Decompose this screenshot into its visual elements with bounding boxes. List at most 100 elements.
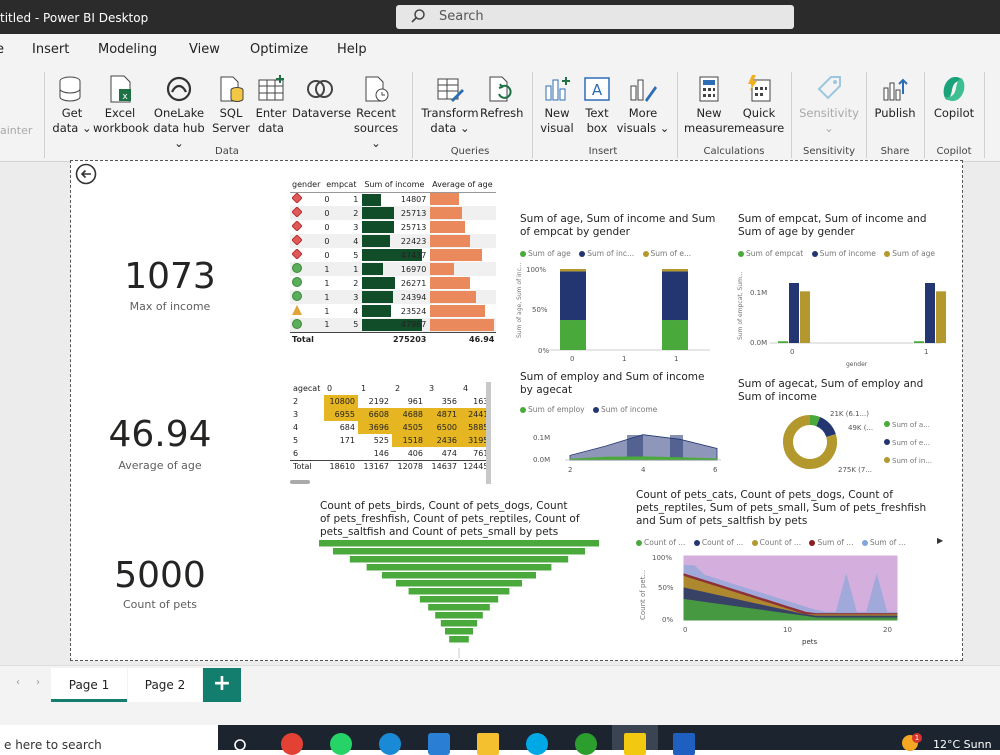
- tabs-prev-icon[interactable]: ‹: [16, 677, 20, 688]
- card-count-pets-label: Count of pets: [122, 598, 198, 611]
- text-box-button[interactable]: A Text box: [578, 66, 616, 136]
- copilot-button[interactable]: Copilot: [929, 66, 979, 121]
- gender-empcat-table[interactable]: gender empcat Sum of income Average of a…: [290, 178, 497, 346]
- new-measure-button[interactable]: New measure: [684, 66, 734, 136]
- matrix-row[interactable]: 6 146 406 474 761: [290, 447, 491, 460]
- group-label-data: Data: [215, 146, 239, 157]
- refresh-button[interactable]: Refresh: [480, 66, 523, 121]
- chart4-label-employ: 49K (...: [848, 424, 873, 432]
- menu-modeling[interactable]: Modeling: [98, 42, 158, 57]
- col-agecat[interactable]: agecat: [293, 384, 321, 393]
- transform-data-button[interactable]: Transform data ⌄: [418, 66, 482, 136]
- edge-icon[interactable]: [379, 733, 401, 755]
- col-3[interactable]: 3: [429, 384, 435, 393]
- chart4-svg[interactable]: 21K (6.1...) 49K (... 275K (7... Sum of …: [760, 402, 960, 482]
- col-4[interactable]: 4: [463, 384, 469, 393]
- taskbar-search-icon[interactable]: [232, 737, 248, 753]
- format-painter-label[interactable]: ainter: [0, 124, 33, 137]
- table-row[interactable]: 0 1 14807: [290, 192, 496, 206]
- chart3-xtick-2: 2: [568, 466, 572, 474]
- table-row[interactable]: 1 1 16970: [290, 262, 497, 276]
- col-empcat[interactable]: empcat: [326, 180, 357, 190]
- chart5-bar-4: [382, 572, 536, 579]
- quickbooks-icon[interactable]: [575, 733, 597, 755]
- menu-help[interactable]: Help: [337, 42, 367, 57]
- table-row[interactable]: 0 5 47437: [290, 248, 496, 262]
- vscode-icon[interactable]: [428, 733, 450, 755]
- table-row[interactable]: 0 2 25713: [290, 206, 497, 220]
- col-sum-income[interactable]: Sum of income: [364, 180, 425, 190]
- matrix-cell: 2441: [460, 408, 492, 421]
- quick-measure-button[interactable]: Quick measure: [734, 66, 784, 136]
- enter-data-button[interactable]: Enter data: [252, 66, 290, 136]
- back-arrow-icon[interactable]: [75, 163, 97, 185]
- matrix-row[interactable]: 4 684 3696 4505 6500 5885: [290, 421, 492, 434]
- table-row[interactable]: 0 4 22423: [290, 234, 497, 248]
- table-row[interactable]: 1 3 24394: [290, 290, 497, 304]
- card-max-income-label: Max of income: [129, 300, 211, 313]
- publish-button[interactable]: Publish: [872, 66, 918, 121]
- file-explorer-icon[interactable]: [477, 733, 499, 755]
- sql-server-button[interactable]: SQL Server: [212, 66, 250, 136]
- skype-icon[interactable]: [526, 733, 548, 755]
- onelake-data-hub-button[interactable]: OneLake data hub ⌄: [149, 66, 209, 151]
- tabs-next-icon[interactable]: ›: [36, 677, 40, 688]
- menu-view[interactable]: View: [189, 42, 220, 57]
- matrix-row[interactable]: 2 10800 2192 961 356 163: [290, 395, 491, 408]
- col-gender[interactable]: gender: [292, 180, 321, 190]
- taskbar-search[interactable]: e here to search: [0, 725, 218, 752]
- matrix-row[interactable]: 3 6955 6608 4688 4871 2441: [290, 408, 492, 421]
- chart1-bar-0-1: [560, 271, 586, 321]
- app-icon[interactable]: [673, 733, 695, 755]
- col-2[interactable]: 2: [395, 384, 401, 393]
- get-data-button[interactable]: Get data ⌄: [50, 66, 94, 136]
- search-box[interactable]: Search: [396, 5, 794, 29]
- chart6-legend-next-icon[interactable]: ▶: [937, 536, 944, 545]
- power-bi-icon[interactable]: [624, 733, 646, 755]
- matrix-cell: 2436: [426, 434, 460, 447]
- chart5-svg[interactable]: [318, 540, 603, 658]
- more-visuals-button[interactable]: More visuals ⌄: [616, 66, 670, 136]
- publish-icon: [883, 78, 908, 101]
- age-cell: [428, 248, 496, 262]
- menu-insert[interactable]: Insert: [32, 42, 70, 57]
- table-row[interactable]: 0 3 25713: [290, 220, 496, 234]
- col-0[interactable]: 0: [327, 384, 333, 393]
- matrix-row[interactable]: 5 171 525 1518 2436 3195: [290, 434, 492, 447]
- chart2-xlabel: gender: [846, 361, 868, 368]
- chart4-legend-1: Sum of e...: [892, 439, 930, 447]
- chart5-bar-5: [396, 580, 522, 587]
- matrix-vertical-scrollbar[interactable]: [486, 382, 491, 484]
- chart6-svg[interactable]: Count of pet... 100% 50% 0% 0 10 20 pets: [632, 550, 902, 650]
- menu-home[interactable]: e: [0, 42, 4, 57]
- matrix-total-cell: 13167: [363, 462, 389, 472]
- chart1-svg[interactable]: Sum of age, Sum of inc... 100% 50% 0% 0 …: [510, 262, 715, 372]
- menu-optimize[interactable]: Optimize: [250, 42, 309, 57]
- chart5-bar-7: [419, 596, 499, 603]
- new-visual-button[interactable]: New visual: [538, 66, 576, 136]
- whatsapp-icon[interactable]: [330, 733, 352, 755]
- agecat-matrix[interactable]: agecat 0 1 2 3 4 2 10800 2192 961 356 163 3 695…: [290, 382, 492, 473]
- chrome-icon[interactable]: [281, 733, 303, 755]
- chart1-bar-1-0: [662, 320, 688, 350]
- table-row[interactable]: 1 2 26271: [290, 276, 496, 290]
- table-row[interactable]: 1 5 47967: [290, 318, 497, 332]
- matrix-cell: 4: [293, 423, 299, 432]
- svg-text:A: A: [592, 81, 603, 99]
- circle-icon: [292, 318, 302, 329]
- tab-page-1[interactable]: Page 1: [51, 668, 127, 702]
- add-page-button[interactable]: +: [203, 668, 241, 702]
- excel-workbook-button[interactable]: x Excel workbook: [93, 66, 149, 136]
- sensitivity-button[interactable]: Sensitivity ⌄: [798, 66, 860, 136]
- chart2-svg[interactable]: Sum of empcat, Sum... 0.1M 0.0M 0 1 gend…: [730, 262, 950, 372]
- col-avg-age[interactable]: Average of age: [432, 180, 493, 190]
- chart5-bar-2: [349, 556, 569, 563]
- tab-page-2[interactable]: Page 2: [128, 668, 202, 702]
- dataverse-button[interactable]: Dataverse: [292, 66, 351, 121]
- matrix-horizontal-scrollbar[interactable]: [290, 480, 310, 484]
- chart5-title: Count of pets_birds, Count of pets_dogs,…: [320, 500, 580, 538]
- recent-sources-button[interactable]: Recent sources ⌄: [349, 66, 403, 151]
- chart3-svg[interactable]: 0.1M 0.0M 2 4 6: [515, 418, 725, 476]
- table-row[interactable]: 1 4 23524: [290, 304, 496, 318]
- col-1[interactable]: 1: [361, 384, 367, 393]
